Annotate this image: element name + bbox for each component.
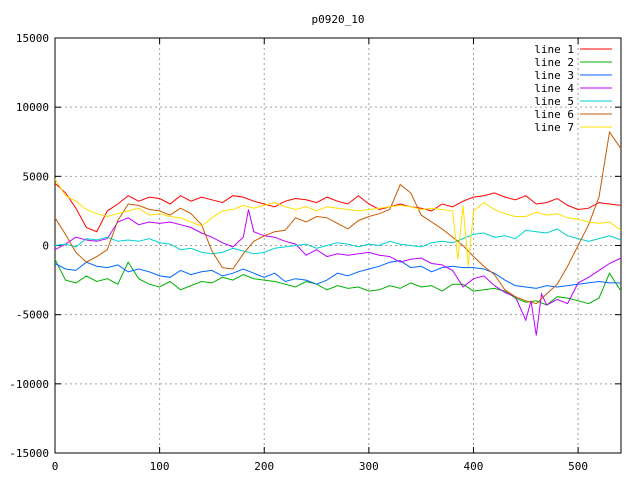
legend-label-7: line 7: [534, 121, 574, 134]
x-tick-label: 200: [254, 460, 274, 473]
chart-title: p0920_10: [312, 13, 365, 26]
y-tick-label: -5000: [16, 309, 49, 322]
x-tick-label: 0: [52, 460, 59, 473]
y-tick-label: 10000: [16, 101, 49, 114]
series-line-3: [54, 260, 621, 289]
series-line-5: [54, 228, 622, 255]
legend-label-1: line 1: [534, 43, 574, 56]
series-lines: [54, 130, 622, 336]
series-line-2: [54, 259, 622, 306]
y-tick-label: 5000: [23, 170, 50, 183]
x-tick-label: 500: [568, 460, 588, 473]
y-tick-label: -10000: [9, 378, 49, 391]
series-line-6: [54, 130, 622, 305]
series-line-4: [54, 209, 622, 336]
series-line-7: [54, 178, 622, 267]
y-tick-label: 15000: [16, 32, 49, 45]
grid: [55, 38, 621, 453]
legend-label-3: line 3: [534, 69, 574, 82]
x-tick-label: 400: [464, 460, 484, 473]
legend-label-2: line 2: [534, 56, 574, 69]
x-tick-label: 100: [150, 460, 170, 473]
legend-label-6: line 6: [534, 108, 574, 121]
y-tick-label: -15000: [9, 447, 49, 460]
axis-ticks: -15000 -10000 -5000 0 5000 10000 15000 0 100 200 3…: [9, 32, 621, 473]
legend-label-5: line 5: [534, 95, 574, 108]
x-tick-label: 300: [359, 460, 379, 473]
y-tick-label: 0: [42, 240, 49, 253]
series-line-1: [54, 182, 622, 233]
legend-label-4: line 4: [534, 82, 574, 95]
